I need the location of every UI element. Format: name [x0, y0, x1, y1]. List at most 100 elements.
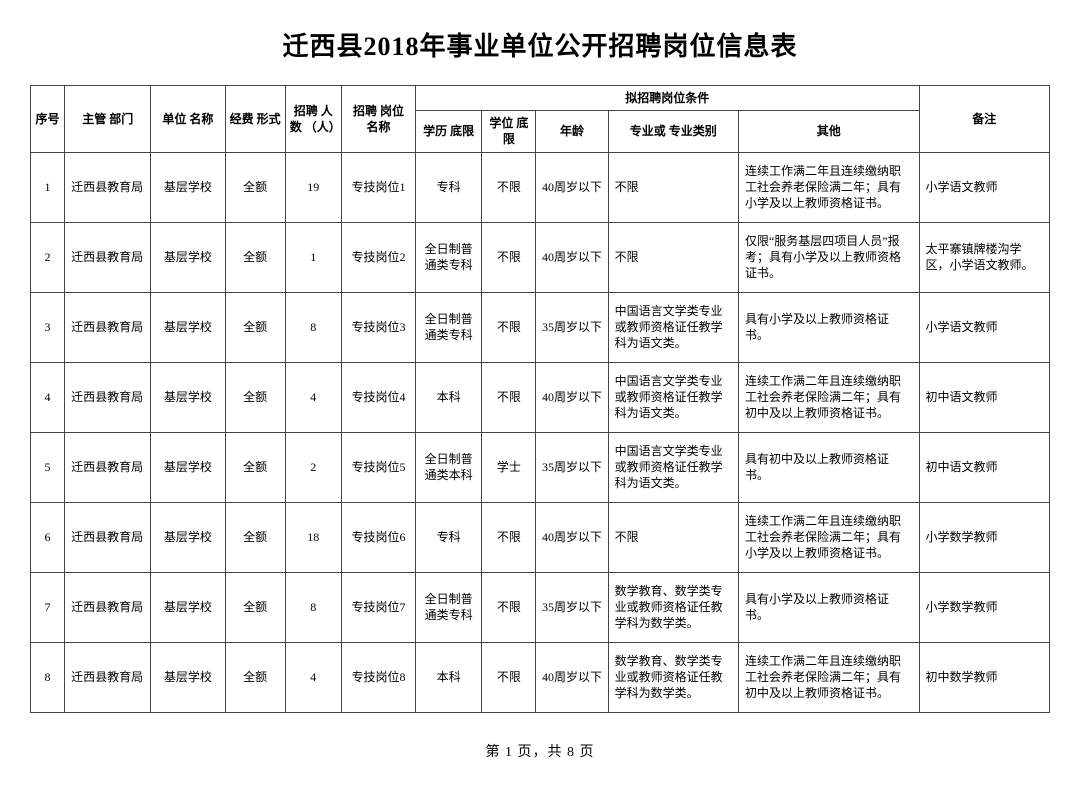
cell-dept: 迁西县教育局 [65, 222, 151, 292]
header-row-1: 序号 主管 部门 单位 名称 经费 形式 招聘 人数 （人） 招聘 岗位 名称 … [31, 86, 1050, 111]
cell-fund: 全额 [225, 432, 285, 502]
col-degree: 学位 底限 [482, 111, 536, 152]
cell-age: 40周岁以下 [536, 222, 608, 292]
col-age: 年龄 [536, 111, 608, 152]
col-fund: 经费 形式 [225, 86, 285, 153]
cell-major: 不限 [608, 222, 738, 292]
cell-count: 2 [285, 432, 341, 502]
table-row: 4迁西县教育局基层学校全额4专技岗位4本科不限40周岁以下中国语言文学类专业或教… [31, 362, 1050, 432]
cell-age: 40周岁以下 [536, 152, 608, 222]
cell-unit: 基层学校 [151, 152, 225, 222]
cell-major: 中国语言文学类专业或教师资格证任教学科为语文类。 [608, 432, 738, 502]
cell-edu: 本科 [416, 362, 482, 432]
cell-other: 连续工作满二年且连续缴纳职工社会养老保险满二年；具有初中及以上教师资格证书。 [738, 642, 919, 712]
cell-note: 小学语文教师 [919, 152, 1049, 222]
cell-edu: 全日制普通类专科 [416, 222, 482, 292]
cell-count: 8 [285, 292, 341, 362]
cell-count: 19 [285, 152, 341, 222]
table-row: 1迁西县教育局基层学校全额19专技岗位1专科不限40周岁以下不限连续工作满二年且… [31, 152, 1050, 222]
cell-fund: 全额 [225, 362, 285, 432]
cell-age: 40周岁以下 [536, 502, 608, 572]
cell-dept: 迁西县教育局 [65, 292, 151, 362]
cell-unit: 基层学校 [151, 362, 225, 432]
col-post: 招聘 岗位 名称 [341, 86, 415, 153]
cell-major: 不限 [608, 152, 738, 222]
cell-fund: 全额 [225, 642, 285, 712]
cell-degree: 不限 [482, 152, 536, 222]
cell-age: 35周岁以下 [536, 292, 608, 362]
cell-note: 小学数学教师 [919, 572, 1049, 642]
page-title: 迁西县2018年事业单位公开招聘岗位信息表 [30, 26, 1050, 63]
cell-major: 中国语言文学类专业或教师资格证任教学科为语文类。 [608, 292, 738, 362]
cell-post: 专技岗位8 [341, 642, 415, 712]
cell-dept: 迁西县教育局 [65, 642, 151, 712]
cell-dept: 迁西县教育局 [65, 362, 151, 432]
cell-age: 35周岁以下 [536, 432, 608, 502]
cell-no: 8 [31, 642, 65, 712]
cell-degree: 不限 [482, 572, 536, 642]
table-row: 2迁西县教育局基层学校全额1专技岗位2全日制普通类专科不限40周岁以下不限仅限“… [31, 222, 1050, 292]
cell-note: 初中语文教师 [919, 362, 1049, 432]
cell-note: 小学数学教师 [919, 502, 1049, 572]
cell-edu: 全日制普通类专科 [416, 572, 482, 642]
cell-major: 数学教育、数学类专业或教师资格证任教学科为数学类。 [608, 572, 738, 642]
cell-degree: 不限 [482, 642, 536, 712]
cell-post: 专技岗位5 [341, 432, 415, 502]
cell-degree: 不限 [482, 362, 536, 432]
cell-major: 中国语言文学类专业或教师资格证任教学科为语文类。 [608, 362, 738, 432]
table-row: 5迁西县教育局基层学校全额2专技岗位5全日制普通类本科学士35周岁以下中国语言文… [31, 432, 1050, 502]
col-count: 招聘 人数 （人） [285, 86, 341, 153]
cell-post: 专技岗位3 [341, 292, 415, 362]
cell-dept: 迁西县教育局 [65, 432, 151, 502]
cell-dept: 迁西县教育局 [65, 152, 151, 222]
col-note: 备注 [919, 86, 1049, 153]
cell-no: 1 [31, 152, 65, 222]
cell-unit: 基层学校 [151, 572, 225, 642]
cell-degree: 不限 [482, 222, 536, 292]
cell-note: 太平寨镇牌楼沟学区，小学语文教师。 [919, 222, 1049, 292]
cell-fund: 全额 [225, 502, 285, 572]
cell-degree: 不限 [482, 292, 536, 362]
cell-no: 2 [31, 222, 65, 292]
cell-other: 连续工作满二年且连续缴纳职工社会养老保险满二年；具有小学及以上教师资格证书。 [738, 502, 919, 572]
cell-post: 专技岗位6 [341, 502, 415, 572]
cell-note: 小学语文教师 [919, 292, 1049, 362]
jobs-table: 序号 主管 部门 单位 名称 经费 形式 招聘 人数 （人） 招聘 岗位 名称 … [30, 85, 1050, 713]
cell-post: 专技岗位4 [341, 362, 415, 432]
cell-other: 具有初中及以上教师资格证书。 [738, 432, 919, 502]
cell-count: 1 [285, 222, 341, 292]
cell-other: 具有小学及以上教师资格证书。 [738, 572, 919, 642]
cell-dept: 迁西县教育局 [65, 572, 151, 642]
cell-note: 初中数学教师 [919, 642, 1049, 712]
table-head: 序号 主管 部门 单位 名称 经费 形式 招聘 人数 （人） 招聘 岗位 名称 … [31, 86, 1050, 153]
page-footer: 第 1 页，共 8 页 [30, 741, 1050, 761]
col-unit: 单位 名称 [151, 86, 225, 153]
cell-age: 40周岁以下 [536, 642, 608, 712]
cell-degree: 不限 [482, 502, 536, 572]
cell-edu: 本科 [416, 642, 482, 712]
cell-fund: 全额 [225, 222, 285, 292]
cell-degree: 学士 [482, 432, 536, 502]
table-row: 6迁西县教育局基层学校全额18专技岗位6专科不限40周岁以下不限连续工作满二年且… [31, 502, 1050, 572]
cell-other: 连续工作满二年且连续缴纳职工社会养老保险满二年；具有小学及以上教师资格证书。 [738, 152, 919, 222]
table-row: 8迁西县教育局基层学校全额4专技岗位8本科不限40周岁以下数学教育、数学类专业或… [31, 642, 1050, 712]
cell-unit: 基层学校 [151, 432, 225, 502]
cell-age: 35周岁以下 [536, 572, 608, 642]
cell-count: 4 [285, 362, 341, 432]
cell-note: 初中语文教师 [919, 432, 1049, 502]
col-major: 专业或 专业类别 [608, 111, 738, 152]
cell-edu: 专科 [416, 502, 482, 572]
cell-fund: 全额 [225, 152, 285, 222]
cell-other: 连续工作满二年且连续缴纳职工社会养老保险满二年；具有初中及以上教师资格证书。 [738, 362, 919, 432]
cell-age: 40周岁以下 [536, 362, 608, 432]
cell-fund: 全额 [225, 572, 285, 642]
cell-no: 7 [31, 572, 65, 642]
cell-post: 专技岗位1 [341, 152, 415, 222]
cell-post: 专技岗位7 [341, 572, 415, 642]
col-dept: 主管 部门 [65, 86, 151, 153]
cell-major: 数学教育、数学类专业或教师资格证任教学科为数学类。 [608, 642, 738, 712]
cell-count: 18 [285, 502, 341, 572]
cell-no: 4 [31, 362, 65, 432]
cell-edu: 全日制普通类本科 [416, 432, 482, 502]
cell-dept: 迁西县教育局 [65, 502, 151, 572]
